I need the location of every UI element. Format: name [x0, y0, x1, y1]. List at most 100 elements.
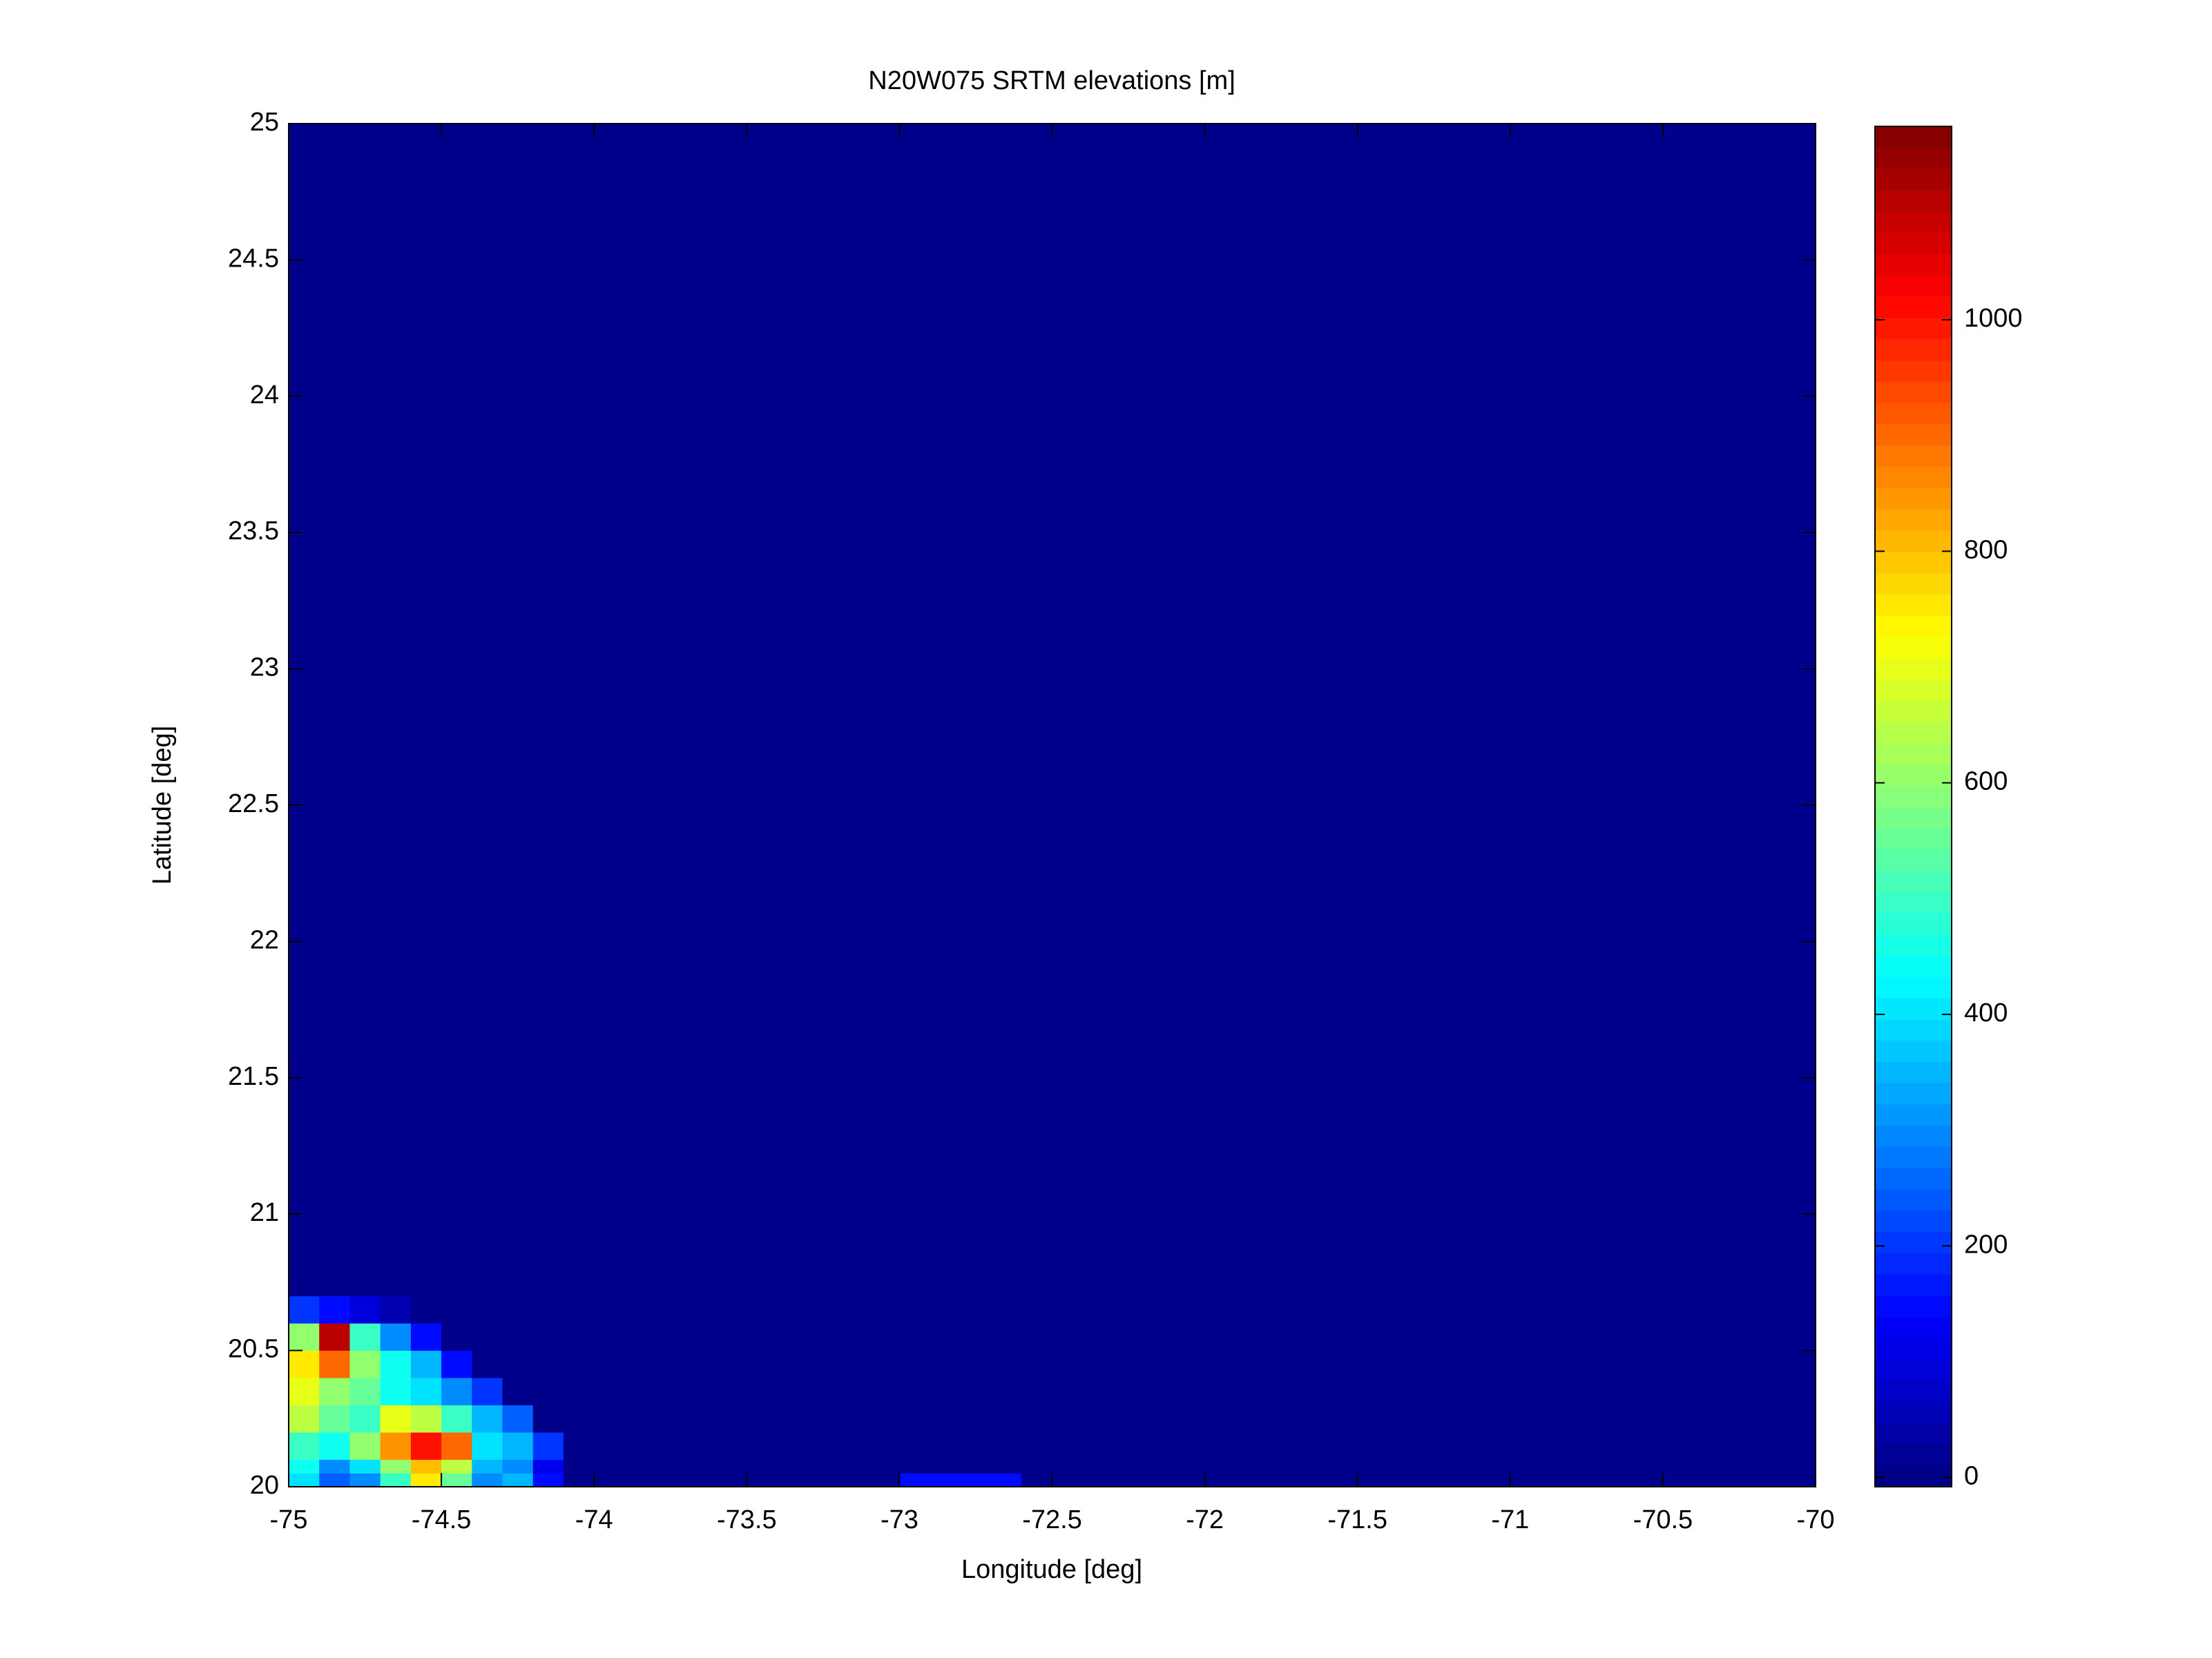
colorbar-step [1875, 827, 1952, 850]
heat-cell [289, 1295, 320, 1324]
colorbar-tick-label: 1000 [1964, 304, 2023, 333]
heat-cell [532, 1459, 564, 1474]
colorbar-tick-label: 200 [1964, 1230, 2008, 1259]
heat-cell [1021, 1350, 1816, 1378]
colorbar-step [1875, 381, 1952, 403]
y-axis-label: Latitude [deg] [148, 726, 177, 885]
heat-cell [502, 1405, 534, 1433]
heat-cell [899, 1473, 1022, 1487]
chart-title: N20W075 SRTM elevations [m] [868, 66, 1235, 95]
y-tick-label: 21 [250, 1198, 279, 1227]
colorbar-step [1875, 934, 1952, 956]
x-tick-label: -70.5 [1633, 1505, 1693, 1534]
colorbar-step [1875, 657, 1952, 679]
colorbar-step [1875, 1253, 1952, 1275]
colorbar-tick-label: 400 [1964, 999, 2008, 1028]
x-tick-label: -72 [1186, 1505, 1224, 1534]
colorbar-step [1875, 849, 1952, 871]
heat-cell [349, 1350, 381, 1378]
heat-cell [319, 1378, 350, 1406]
colorbar-step [1875, 1338, 1952, 1360]
heat-cell [319, 1432, 350, 1461]
heat-cell [563, 1473, 900, 1487]
colorbar-tick-label: 600 [1964, 767, 2008, 796]
heat-cell [289, 124, 320, 1297]
heat-cell [441, 1350, 472, 1378]
x-tick-label: -71.5 [1327, 1505, 1387, 1534]
colorbar-step [1875, 1231, 1952, 1253]
heat-cell [563, 1295, 900, 1324]
heat-cell [380, 1378, 412, 1406]
colorbar-step [1875, 955, 1952, 977]
heat-cell [563, 124, 900, 1297]
heat-cell [410, 1350, 442, 1378]
heat-cell [441, 1473, 472, 1487]
heat-cell [410, 1295, 442, 1324]
y-tick-label: 24.5 [228, 244, 279, 273]
heat-cell [472, 124, 503, 1297]
colorbar-step [1875, 700, 1952, 722]
x-tick-label: -73 [881, 1505, 919, 1534]
heat-cell [532, 1405, 564, 1433]
heat-cell [563, 1350, 900, 1378]
heat-cell [441, 1432, 472, 1461]
heat-cell [1021, 1459, 1816, 1474]
heat-cell [380, 1350, 412, 1378]
heat-cell [502, 124, 534, 1297]
heat-cell [899, 124, 1022, 1297]
heat-cell [349, 1323, 381, 1351]
heat-cell [472, 1323, 503, 1351]
heat-cell [380, 1295, 412, 1324]
colorbar-step [1875, 168, 1952, 191]
heat-cell [563, 1378, 900, 1406]
heat-cell [532, 1432, 564, 1461]
y-tick-label: 22.5 [228, 789, 279, 818]
y-tick-label: 21.5 [228, 1062, 279, 1091]
heat-cell [1021, 1473, 1816, 1487]
heat-cell [532, 1323, 564, 1351]
y-tick-label: 24 [250, 380, 279, 409]
heat-cell [502, 1295, 534, 1324]
colorbar-step [1875, 1401, 1952, 1424]
heat-cell [899, 1378, 1022, 1406]
heat-cell [899, 1295, 1022, 1324]
x-tick-label: -74.5 [412, 1505, 472, 1534]
colorbar-step [1875, 870, 1952, 892]
y-tick-label: 23 [250, 653, 279, 682]
colorbar-step [1875, 1040, 1952, 1062]
colorbar-step [1875, 1316, 1952, 1339]
heat-cell [563, 1323, 900, 1351]
colorbar-step [1875, 1210, 1952, 1233]
heat-cell [532, 1350, 564, 1378]
heat-cell [472, 1432, 503, 1461]
colorbar-step [1875, 466, 1952, 488]
colorbar-step [1875, 679, 1952, 701]
heat-cell [441, 1323, 472, 1351]
colorbar-step [1875, 1168, 1952, 1190]
colorbar-step [1875, 1295, 1952, 1318]
heat-cell [319, 1350, 350, 1378]
heat-cell [502, 1323, 534, 1351]
colorbar-step [1875, 1019, 1952, 1041]
colorbar-step [1875, 318, 1952, 340]
colorbar-step [1875, 615, 1952, 637]
colorbar-step [1875, 275, 1952, 297]
heat-cell [349, 1432, 381, 1461]
heat-cell [1021, 1405, 1816, 1433]
heat-cell [532, 1295, 564, 1324]
colorbar-step [1875, 1274, 1952, 1296]
heat-cell [349, 1378, 381, 1406]
colorbar-step [1875, 190, 1952, 212]
colorbar-step [1875, 912, 1952, 935]
heat-cell [532, 124, 564, 1297]
colorbar-tick-label: 0 [1964, 1462, 1979, 1491]
colorbar-step [1875, 423, 1952, 446]
colorbar-step [1875, 807, 1952, 829]
colorbar-step [1875, 126, 1952, 148]
colorbar-step [1875, 998, 1952, 1020]
x-tick-label: -73.5 [717, 1505, 777, 1534]
heat-cell [1021, 1432, 1816, 1461]
heat-cell [289, 1405, 320, 1433]
heat-cell [410, 1432, 442, 1461]
